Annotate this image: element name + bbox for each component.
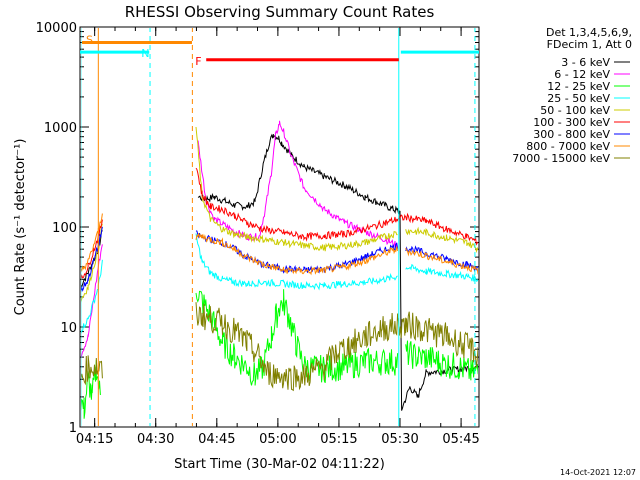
series-line-2 — [81, 120, 399, 359]
x-tick-label: 05:00 — [259, 432, 296, 447]
x-tick-label: 05:30 — [381, 432, 418, 447]
y-tick-label: 1 — [69, 421, 77, 436]
x-tick-label: 05:45 — [442, 432, 479, 447]
plot-area — [81, 28, 478, 426]
x-tick-label: 05:15 — [320, 432, 357, 447]
y-tick-label: 10 — [60, 321, 77, 336]
x-tick-label: 04:15 — [76, 432, 113, 447]
chart-title: RHESSI Observing Summary Count Rates — [125, 3, 435, 21]
legend-label-2: 6 - 12 keV — [554, 68, 610, 81]
legend-header-line: Det 1,3,4,5,6,9, — [546, 26, 632, 39]
y-tick-label: 100 — [52, 221, 77, 236]
y-tick-label: 1000 — [44, 121, 77, 136]
series-line-3 — [81, 289, 478, 419]
series-line-7 — [81, 226, 478, 293]
x-tick-label: 04:30 — [137, 432, 174, 447]
y-tick-label: 10000 — [36, 21, 77, 36]
y-axis-label: Count Rate (s⁻¹ detector⁻¹) — [13, 139, 28, 316]
legend-label-9: 7000 - 15000 keV — [512, 152, 610, 165]
legend-label-1: 3 - 6 keV — [561, 56, 610, 69]
series-line-8 — [81, 213, 478, 276]
legend-label-6: 100 - 300 keV — [533, 116, 610, 129]
status-label-s: S — [86, 33, 93, 46]
legend-label-5: 50 - 100 keV — [540, 104, 610, 117]
legend-label-8: 800 - 7000 keV — [526, 140, 610, 153]
x-axis-label: Start Time (30-Mar-02 04:11:22) — [174, 457, 385, 472]
status-label-f: F — [195, 55, 201, 68]
series-line-5 — [81, 126, 478, 303]
legend-label-3: 12 - 25 keV — [547, 80, 610, 93]
status-label-n: N — [141, 47, 149, 60]
plot-frame — [79, 26, 480, 428]
legend-label-7: 300 - 800 keV — [533, 128, 610, 141]
legend-header-line: FDecim 1, Att 0 — [547, 38, 632, 51]
generation-timestamp: 14-Oct-2021 12:07 — [560, 468, 636, 477]
legend-label-4: 25 - 50 keV — [547, 92, 610, 105]
x-tick-label: 04:45 — [198, 432, 235, 447]
